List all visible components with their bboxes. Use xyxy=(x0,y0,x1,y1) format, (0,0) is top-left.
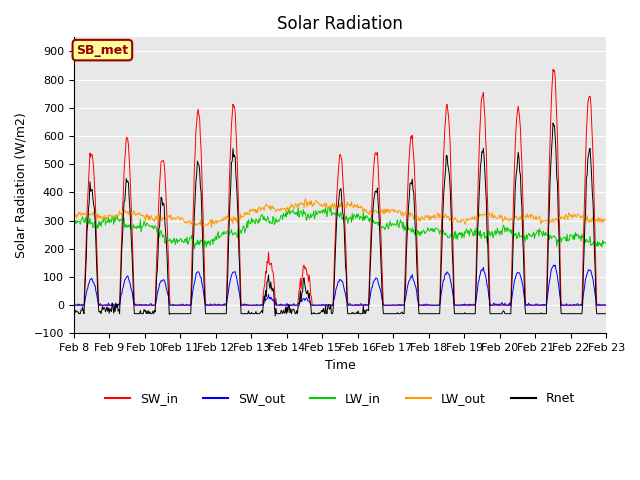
LW_out xyxy=(602,217,610,223)
Line: LW_out: LW_out xyxy=(74,199,606,227)
LW_in xyxy=(422,230,429,236)
Line: SW_out: SW_out xyxy=(74,265,606,305)
Y-axis label: Solar Radiation (W/m2): Solar Radiation (W/m2) xyxy=(15,112,28,258)
Line: Rnet: Rnet xyxy=(74,123,606,316)
Rnet xyxy=(216,311,224,316)
LW_in xyxy=(327,203,335,209)
Text: SB_met: SB_met xyxy=(76,44,129,57)
SW_out xyxy=(420,301,428,307)
LW_in xyxy=(191,246,198,252)
LW_in xyxy=(188,238,196,243)
SW_in xyxy=(216,302,224,308)
SW_in xyxy=(602,302,610,308)
SW_out xyxy=(216,302,224,308)
LW_out xyxy=(79,211,87,217)
Rnet xyxy=(134,311,142,316)
Rnet xyxy=(70,309,77,314)
SW_in xyxy=(79,302,87,308)
Rnet xyxy=(79,309,87,314)
Rnet xyxy=(421,311,429,316)
LW_in xyxy=(70,219,77,225)
LW_in xyxy=(79,217,87,223)
LW_out xyxy=(207,224,215,230)
LW_out xyxy=(217,218,225,224)
Title: Solar Radiation: Solar Radiation xyxy=(277,15,403,33)
Rnet xyxy=(188,276,196,281)
X-axis label: Time: Time xyxy=(324,359,355,372)
SW_out xyxy=(550,262,557,268)
SW_in xyxy=(134,302,142,308)
SW_in xyxy=(70,302,77,308)
SW_out xyxy=(188,293,196,299)
LW_out xyxy=(134,210,142,216)
Rnet xyxy=(406,194,413,200)
Rnet xyxy=(602,311,610,316)
LW_in xyxy=(217,233,225,239)
LW_out xyxy=(422,213,429,218)
SW_in xyxy=(188,246,196,252)
SW_out xyxy=(134,302,142,308)
SW_in xyxy=(404,165,412,171)
Rnet xyxy=(271,313,279,319)
SW_out xyxy=(70,302,77,308)
LW_out xyxy=(70,213,77,219)
SW_in xyxy=(420,302,428,308)
LW_in xyxy=(134,225,142,230)
Rnet xyxy=(549,120,557,126)
SW_in xyxy=(549,67,557,72)
Legend: SW_in, SW_out, LW_in, LW_out, Rnet: SW_in, SW_out, LW_in, LW_out, Rnet xyxy=(100,387,580,410)
Line: SW_in: SW_in xyxy=(74,70,606,305)
SW_out xyxy=(79,302,87,308)
SW_out xyxy=(404,279,412,285)
LW_out xyxy=(406,214,414,220)
LW_in xyxy=(602,240,610,246)
LW_out xyxy=(301,196,309,202)
LW_in xyxy=(406,226,414,232)
SW_out xyxy=(602,301,610,307)
Line: LW_in: LW_in xyxy=(74,206,606,249)
LW_out xyxy=(188,218,196,224)
